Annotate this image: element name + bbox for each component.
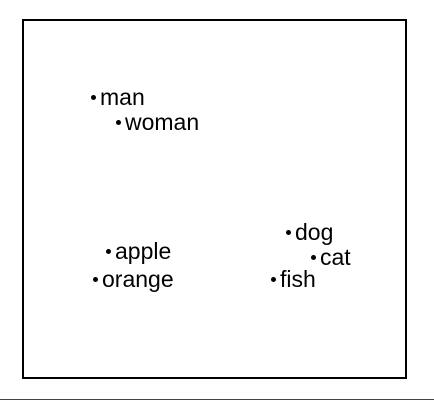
point-marker <box>106 249 111 254</box>
point-marker <box>93 277 98 282</box>
point-woman: woman <box>116 111 199 134</box>
label-apple: apple <box>115 238 172 264</box>
point-man: man <box>91 86 145 109</box>
bottom-divider <box>0 399 434 400</box>
point-marker <box>286 230 291 235</box>
label-orange: orange <box>102 266 174 292</box>
point-dog: dog <box>286 221 333 244</box>
diagram-frame <box>22 19 407 379</box>
label-woman: woman <box>125 109 200 135</box>
point-marker <box>91 95 96 100</box>
point-orange: orange <box>93 268 174 291</box>
label-dog: dog <box>295 219 334 245</box>
point-marker <box>311 255 316 260</box>
label-fish: fish <box>280 266 316 292</box>
point-marker <box>271 277 276 282</box>
label-man: man <box>100 84 145 110</box>
point-cat: cat <box>311 246 351 269</box>
point-marker <box>116 120 121 125</box>
point-fish: fish <box>271 268 316 291</box>
point-apple: apple <box>106 240 171 263</box>
label-cat: cat <box>320 244 351 270</box>
